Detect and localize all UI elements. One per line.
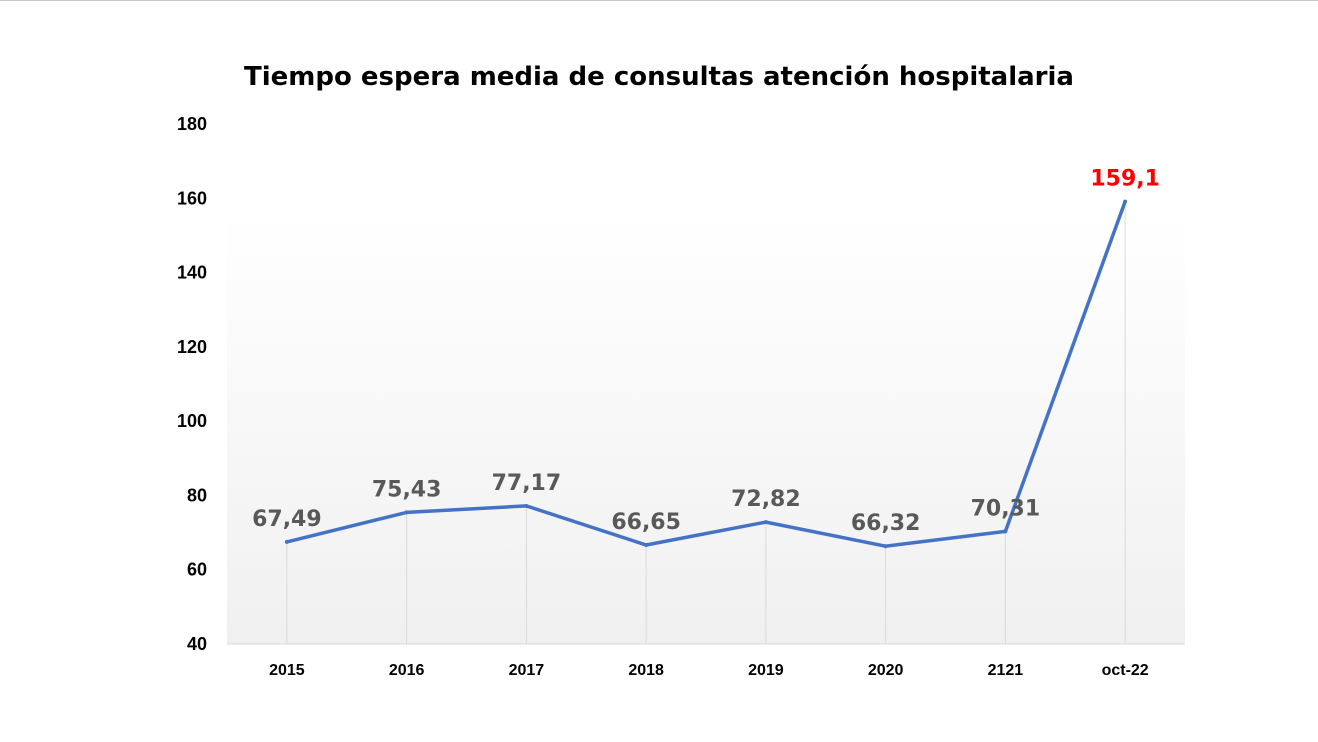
x-tick-label: 2019 xyxy=(748,662,784,679)
data-label: 66,32 xyxy=(851,511,921,536)
x-tick-label: 2017 xyxy=(509,662,545,679)
data-label: 159,1 xyxy=(1090,167,1160,192)
y-tick-label: 160 xyxy=(177,188,207,208)
plot-area xyxy=(227,212,1185,644)
data-label: 70,31 xyxy=(971,496,1041,521)
data-point xyxy=(284,539,289,544)
y-tick-label: 140 xyxy=(177,263,207,283)
x-tick-label: oct-22 xyxy=(1102,662,1149,679)
data-label: 66,65 xyxy=(611,510,681,535)
y-tick-label: 100 xyxy=(177,411,207,431)
x-tick-label: 2121 xyxy=(988,662,1024,679)
data-label: 67,49 xyxy=(252,507,322,532)
data-point xyxy=(763,520,768,525)
data-label: 77,17 xyxy=(492,471,562,496)
x-tick-label: 2016 xyxy=(389,662,425,679)
y-tick-label: 40 xyxy=(187,634,207,654)
y-tick-label: 180 xyxy=(177,114,207,134)
data-point xyxy=(404,510,409,515)
x-tick-label: 2015 xyxy=(269,662,305,679)
top-border xyxy=(0,0,1318,1)
x-tick-label: 2018 xyxy=(628,662,664,679)
x-tick-label: 2020 xyxy=(868,662,904,679)
data-label: 72,82 xyxy=(731,487,801,512)
y-tick-label: 80 xyxy=(187,485,207,505)
data-label: 75,43 xyxy=(372,477,442,502)
data-point xyxy=(644,543,649,548)
data-point xyxy=(1123,199,1128,204)
data-point xyxy=(883,544,888,549)
y-tick-label: 120 xyxy=(177,337,207,357)
data-point xyxy=(524,503,529,508)
y-tick-label: 60 xyxy=(187,560,207,580)
series-line xyxy=(285,199,1127,548)
chart-title: Tiempo espera media de consultas atenció… xyxy=(244,62,1074,92)
data-point xyxy=(1003,529,1008,534)
